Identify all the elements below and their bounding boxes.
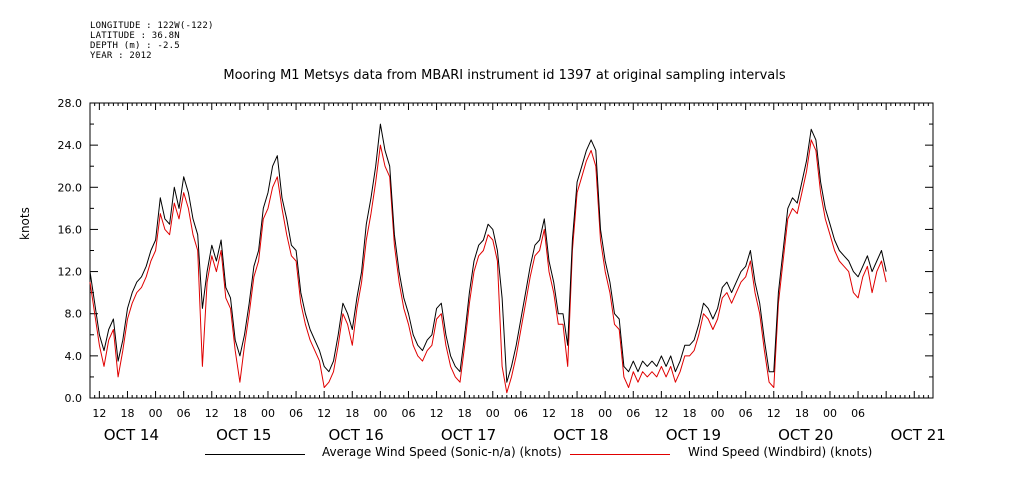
x-hour-label: 00: [823, 407, 837, 420]
x-hour-label: 18: [458, 407, 472, 420]
x-day-label: OCT 16: [329, 426, 384, 444]
x-hour-label: 06: [289, 407, 303, 420]
legend-label-sonic: Average Wind Speed (Sonic-n/a) (knots): [322, 445, 562, 459]
x-hour-label: 06: [514, 407, 528, 420]
legend-label-windbird: Wind Speed (Windbird) (knots): [688, 445, 873, 459]
x-hour-label: 18: [345, 407, 359, 420]
x-hour-label: 18: [682, 407, 696, 420]
x-hour-label: 00: [373, 407, 387, 420]
latitude-label: LATITUDE : 36.8N: [90, 31, 180, 41]
x-hour-label: 18: [570, 407, 584, 420]
x-hour-label: 18: [795, 407, 809, 420]
x-hour-label: 06: [851, 407, 865, 420]
year-label: YEAR : 2012: [90, 51, 152, 61]
x-hour-label: 06: [739, 407, 753, 420]
x-hour-label: 00: [149, 407, 163, 420]
y-tick-label: 0.0: [65, 392, 83, 405]
x-hour-label: 18: [233, 407, 247, 420]
y-tick-label: 12.0: [58, 266, 83, 279]
x-hour-label: 06: [401, 407, 415, 420]
y-tick-label: 8.0: [65, 308, 83, 321]
x-hour-label: 12: [542, 407, 556, 420]
x-hour-label: 12: [205, 407, 219, 420]
longitude-label: LONGITUDE : 122W(-122): [90, 21, 214, 31]
x-hour-label: 12: [767, 407, 781, 420]
x-day-label: OCT 20: [778, 426, 833, 444]
legend-swatch-sonic: [205, 454, 305, 455]
x-hour-label: 12: [317, 407, 331, 420]
y-tick-label: 28.0: [58, 97, 83, 110]
x-hour-label: 00: [598, 407, 612, 420]
y-tick-label: 20.0: [58, 181, 83, 194]
x-hour-label: 06: [626, 407, 640, 420]
x-hour-label: 00: [711, 407, 725, 420]
series-line-windbird: [89, 139, 887, 394]
x-hour-label: 00: [486, 407, 500, 420]
y-tick-label: 16.0: [58, 223, 83, 236]
x-day-label: OCT 17: [441, 426, 496, 444]
x-hour-label: 18: [120, 407, 134, 420]
x-day-label: OCT 18: [553, 426, 608, 444]
plot-frame: [89, 102, 934, 399]
series-line-sonic: [89, 123, 887, 383]
x-day-label: OCT 19: [666, 426, 721, 444]
x-hour-label: 12: [430, 407, 444, 420]
x-hour-label: 00: [261, 407, 275, 420]
x-hour-label: 12: [654, 407, 668, 420]
x-day-label: OCT 14: [104, 426, 159, 444]
x-hour-label: 06: [177, 407, 191, 420]
depth-label: DEPTH (m) : -2.5: [90, 41, 180, 51]
x-hour-label: 12: [92, 407, 106, 420]
y-tick-label: 4.0: [65, 350, 83, 363]
y-tick-label: 24.0: [58, 139, 83, 152]
legend-swatch-windbird: [570, 454, 670, 455]
x-day-label: OCT 21: [891, 426, 946, 444]
chart-title: Mooring M1 Metsys data from MBARI instru…: [223, 68, 786, 83]
x-day-label: OCT 15: [216, 426, 271, 444]
